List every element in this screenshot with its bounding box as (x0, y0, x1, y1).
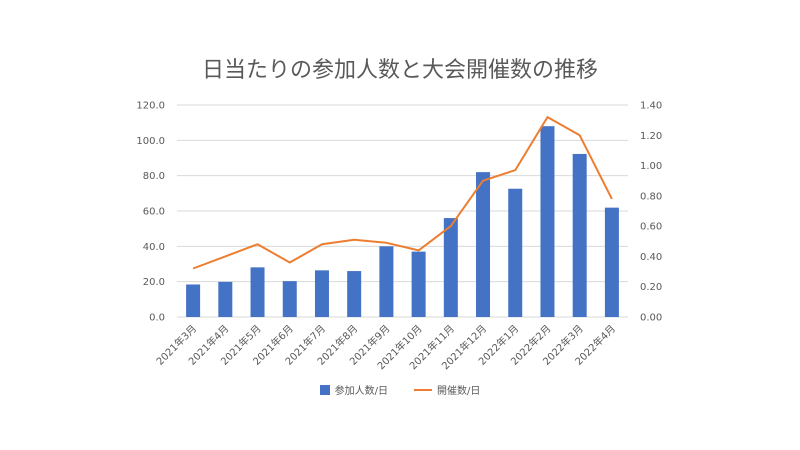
bar (572, 153, 587, 317)
legend-label-participants: 参加人数/日 (334, 386, 388, 397)
bar (443, 218, 458, 317)
bar (347, 271, 362, 317)
y-right-tick-label: 0.60 (640, 222, 662, 233)
y-right-tick-label: 1.00 (640, 161, 662, 172)
series-line (192, 116, 613, 270)
y-left-tick-label: 0.0 (149, 313, 165, 324)
legend-label-events: 開催数/日 (437, 386, 481, 397)
bar (476, 172, 491, 317)
legend: 参加人数/日 開催数/日 (0, 382, 800, 397)
y-right-tick-label: 1.20 (640, 131, 662, 142)
bar (379, 246, 394, 317)
bar (186, 284, 201, 317)
bar (540, 126, 555, 317)
y-left-tick-label: 20.0 (143, 277, 165, 288)
bar (314, 270, 329, 317)
bar (218, 281, 233, 317)
legend-item-events: 開催数/日 (414, 382, 480, 397)
y-left-tick-label: 120.0 (136, 101, 165, 112)
y-right-tick-label: 0.40 (640, 252, 662, 263)
y-right-tick-label: 0.20 (640, 282, 662, 293)
bar (282, 281, 297, 317)
legend-swatch-events (414, 388, 432, 391)
legend-item-participants: 参加人数/日 (319, 382, 388, 397)
y-left-tick-label: 40.0 (143, 242, 165, 253)
y-right-tick-label: 0.00 (640, 313, 662, 324)
y-left-tick-label: 100.0 (136, 136, 165, 147)
bar (508, 188, 523, 317)
y-right-tick-label: 0.80 (640, 191, 662, 202)
bar (250, 267, 265, 317)
bar (604, 207, 619, 317)
bar (411, 251, 426, 317)
y-right-tick-label: 1.40 (640, 101, 662, 112)
legend-swatch-participants (319, 384, 330, 395)
chart-title: 日当たりの参加人数と大会開催数の推移 (201, 58, 598, 83)
y-left-tick-label: 60.0 (143, 207, 165, 218)
y-left-tick-label: 80.0 (143, 171, 165, 182)
